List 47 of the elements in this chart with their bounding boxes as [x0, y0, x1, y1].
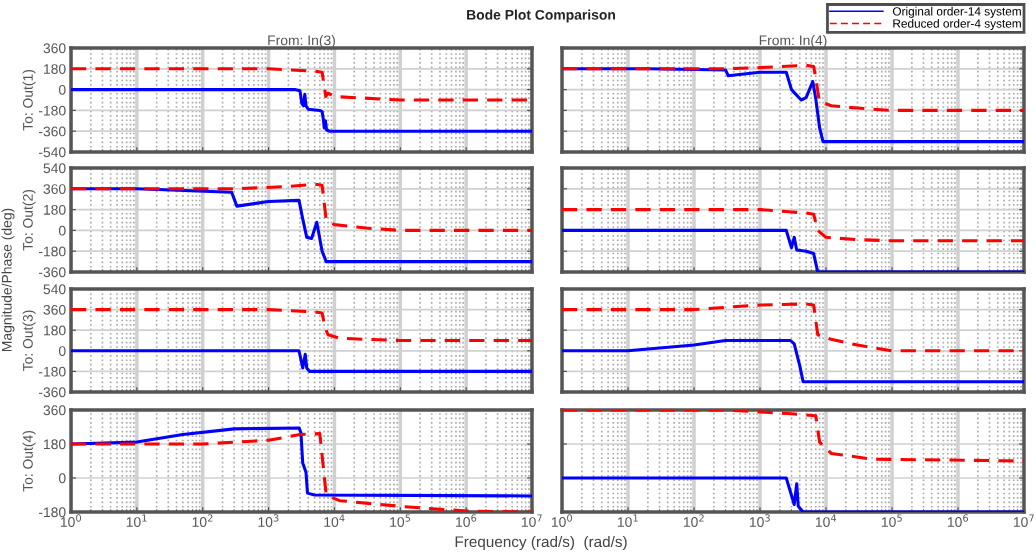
y-tick-label: 360 [43, 304, 66, 315]
legend-label: Reduced order-4 system [893, 19, 1021, 31]
chart-title: From: In(3) [268, 35, 335, 48]
x-tick-label: 10$^{1}$ [126, 514, 147, 527]
x-tick-label: 10$^{2}$ [683, 514, 704, 527]
x-tick-label: 10$^{1}$ [617, 514, 638, 527]
x-tick-label: 10$^{7}$ [1013, 514, 1034, 527]
y-tick-label: -360 [38, 387, 66, 398]
y-tick-label: 360 [43, 405, 66, 416]
y-tick-label: -180 [38, 246, 66, 257]
x-tick-label: 10$^{3}$ [749, 514, 770, 527]
y-tick-label: 180 [44, 64, 66, 74]
y-tick-label: 360 [43, 184, 66, 194]
x-tick-label: 10$^{0}$ [551, 514, 573, 527]
y-tick-label: 540 [43, 284, 66, 295]
y-tick-label: 0 [58, 346, 66, 356]
y-tick-label: 0 [58, 84, 66, 95]
x-tick-label: 10$^{4}$ [324, 514, 345, 527]
chart-title: From: In(4) [759, 35, 827, 48]
y-axis-title: To: Out(4) [22, 430, 36, 492]
y-axis-title: To: Out(1) [22, 69, 36, 131]
y-tick-label: -360 [38, 126, 66, 137]
x-tick-label: 10$^{6}$ [456, 514, 477, 527]
text: Bode Plot Comparison [467, 9, 615, 23]
y-axis-title: To: Out(2) [22, 189, 36, 251]
text: Frequency (rad/s) (rad/s) [455, 535, 627, 551]
text: Magnitude/Phase (deg) [1, 208, 15, 352]
y-tick-label: 0 [58, 473, 66, 484]
y-tick-label: 180 [44, 325, 66, 336]
x-tick-label: 10$^{6}$ [947, 514, 969, 527]
y-tick-label: 0 [58, 225, 66, 236]
y-tick-label: 540 [43, 163, 66, 174]
y-tick-label: -360 [38, 267, 66, 278]
y-tick-label: -540 [38, 147, 66, 158]
y-tick-label: -180 [38, 105, 66, 116]
x-tick-label: 10$^{7}$ [521, 514, 542, 527]
x-tick-label: 10$^{5}$ [390, 514, 411, 527]
y-tick-label: 180 [44, 204, 66, 215]
y-axis-title: To: Out(3) [22, 310, 36, 372]
legend-label: Original order-14 system [892, 6, 1021, 18]
y-tick-label: -180 [38, 366, 66, 377]
x-tick-label: 10$^{4}$ [815, 514, 837, 527]
x-tick-label: 10$^{3}$ [258, 514, 279, 527]
x-tick-label: 10$^{2}$ [192, 514, 213, 527]
y-tick-label: 360 [43, 43, 66, 54]
y-tick-label: 180 [44, 439, 66, 450]
x-tick-label: 10$^{5}$ [881, 514, 902, 527]
